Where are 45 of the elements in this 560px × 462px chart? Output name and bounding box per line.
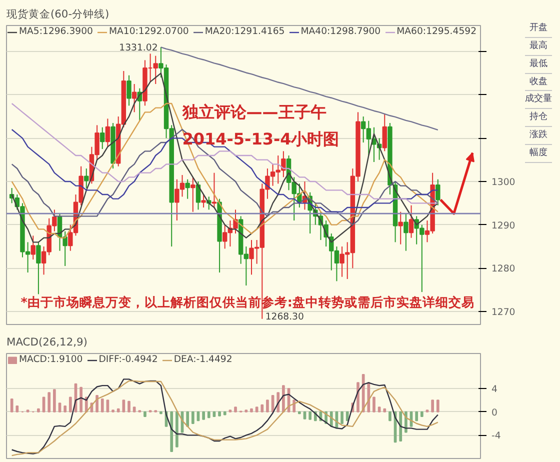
text: 涨跌 [525,127,552,145]
candlestick [126,74,132,106]
line-series [160,46,438,131]
candlestick [100,126,105,150]
annotation: 独立评论——王子午 [181,102,326,122]
legend-label: DIFF:-0.4942 [98,354,158,365]
candlestick [30,235,36,260]
y-tick-label: 1300 [492,177,516,188]
y-tick-label: 1280 [492,264,516,275]
y-tick-label: 0 [492,407,498,418]
candlestick [190,176,196,212]
candlestick [105,118,110,148]
legend-label: MA20:1291.4165 [204,26,285,37]
candlestick [185,178,190,200]
chart-title: 现货黄金(60-分钟线) [6,8,110,20]
y-tick-label: 1270 [492,307,516,318]
candlestick [408,204,414,238]
y-tick-label: -4 [492,430,501,442]
candlestick [436,178,440,206]
legend-label: DEA:-1.4492 [174,354,232,365]
legend-label: MACD:1.9100 [19,354,83,365]
text: 持仓 [525,109,552,128]
candlestick [382,114,387,152]
text: 最低 [525,56,552,74]
legend-label: MA60:1295.4592 [396,26,477,37]
y-tick-label: 1290 [492,220,516,232]
text: 开盘 [525,20,552,38]
candlestick [398,211,403,245]
y-tick-label: 4 [492,384,498,395]
line-series [11,102,438,204]
chart-title: MACD(26,12,9) [6,336,88,348]
legend-label: MA5:1296.3900 [19,26,93,37]
text: 成交量 [525,91,552,110]
text: 幅度 [525,144,552,163]
legend-label: MA40:1298.7900 [300,26,381,37]
candlestick [132,84,137,113]
legend-label: MA10:1292.0700 [108,26,189,37]
text: 收盘 [525,74,552,92]
candlestick [36,242,41,295]
candlestick [201,194,206,208]
candlestick [404,214,408,252]
annotation: 1331.02 [119,42,158,54]
text: 最高 [525,38,552,56]
candlestick [84,168,89,188]
annotation: 1268.30 [265,311,304,322]
